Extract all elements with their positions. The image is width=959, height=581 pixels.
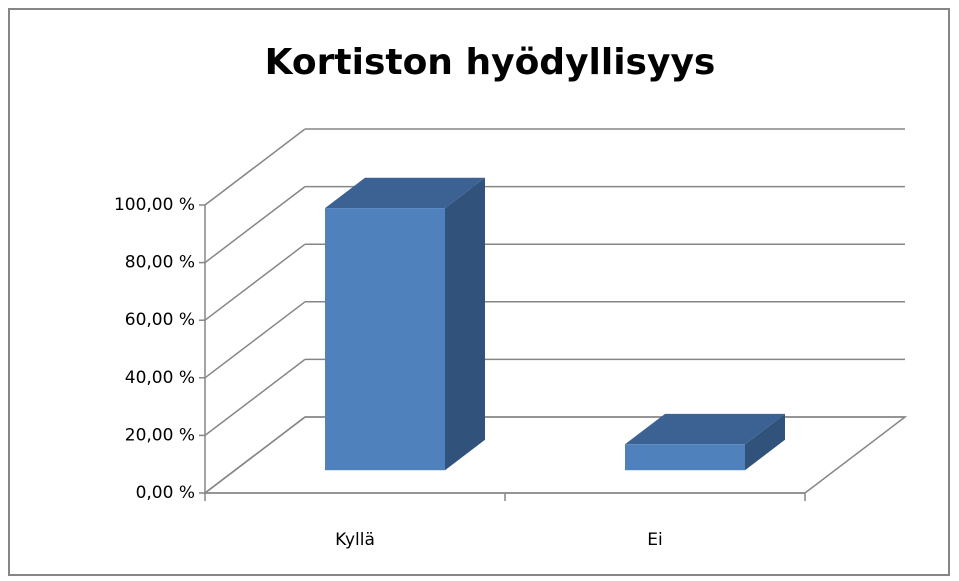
y-tick-label: 40,00 % [125,368,195,388]
side-grid-line [204,358,306,436]
bar-side [745,413,785,471]
bar-top [625,413,785,445]
bar-side [445,177,485,471]
y-tick-label: 100,00 % [114,195,195,215]
bar [625,444,745,471]
chart-title: Kortiston hyödyllisyys [265,42,716,83]
y-tick-label: 20,00 % [125,425,195,445]
y-tick-label: 80,00 % [125,253,195,273]
bar-top [325,177,485,209]
y-tick-label: 60,00 % [125,310,195,330]
side-grid-line [204,301,306,379]
side-grid-line [204,128,306,206]
x-tick-label: Ei [647,530,662,550]
bar [325,208,445,471]
side-grid-line [204,243,306,321]
side-grid-line [204,416,306,494]
x-tick-label: Kyllä [335,530,375,550]
side-grid-line [204,186,306,264]
y-tick-label: 0,00 % [136,483,195,503]
